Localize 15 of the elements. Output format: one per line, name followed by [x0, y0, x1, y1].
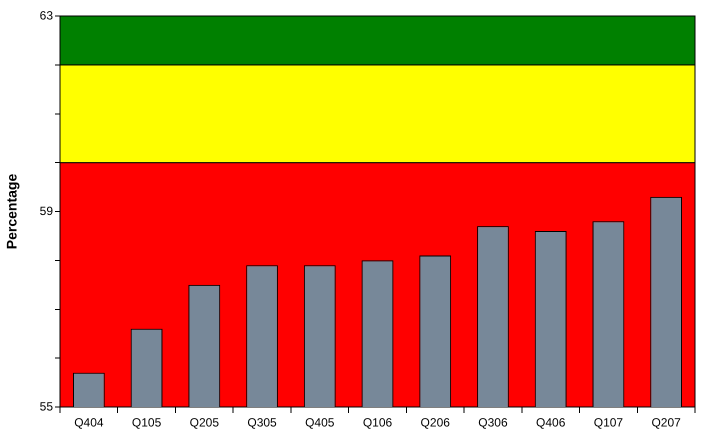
x-tick-label: Q404 — [74, 416, 104, 430]
x-tick-label: Q305 — [247, 416, 278, 430]
y-tick-label: 59 — [40, 204, 54, 218]
x-tick-label: Q105 — [132, 416, 162, 430]
x-tick-label: Q405 — [305, 416, 335, 430]
y-tick-label: 63 — [40, 8, 54, 22]
x-tick-label: Q406 — [536, 416, 566, 430]
y-axis-title: Percentage — [3, 174, 20, 250]
x-tick-label: Q306 — [478, 416, 508, 430]
x-tick-label: Q205 — [190, 416, 220, 430]
x-tick-label: Q206 — [420, 416, 450, 430]
x-tick-label: Q207 — [651, 416, 682, 430]
x-tick-label: Q107 — [594, 416, 624, 430]
y-tick-label: 55 — [40, 399, 54, 414]
x-tick-label: Q106 — [362, 416, 392, 430]
